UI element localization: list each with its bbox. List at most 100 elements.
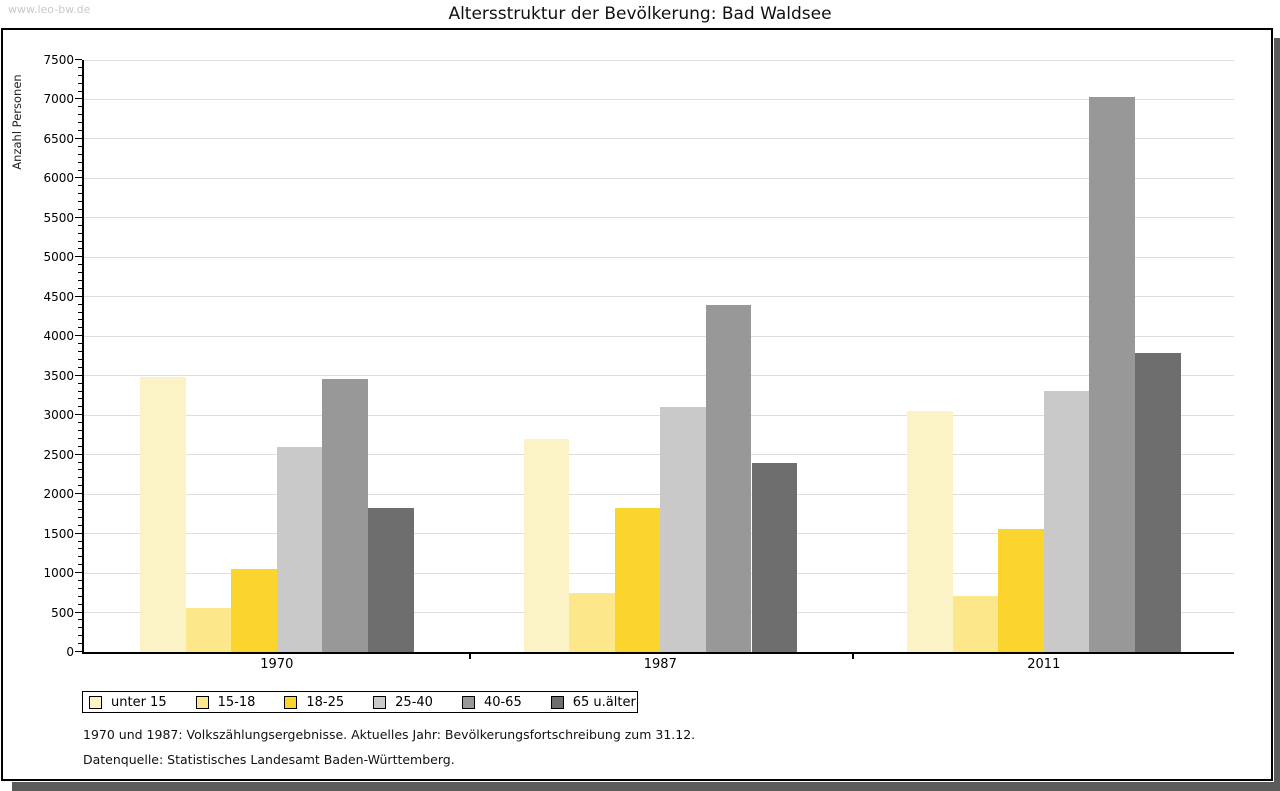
y-axis-minor-tick <box>78 351 82 353</box>
bar-1987-unter-15 <box>523 438 570 652</box>
y-axis-major-tick <box>75 256 82 258</box>
legend-label: 65 u.älter <box>572 694 636 710</box>
y-axis-major-tick <box>75 453 82 455</box>
y-tick-label: 5000 <box>43 250 74 265</box>
y-axis-minor-tick <box>78 90 82 92</box>
bar-1970-65-u-lter <box>368 507 414 652</box>
y-tick-label: 500 <box>51 605 74 620</box>
gridline <box>84 59 1234 61</box>
bar-1987-40-65 <box>705 304 752 652</box>
gridline <box>84 454 1234 456</box>
bar-1970-40-65 <box>322 378 368 652</box>
bar-1987-25-40 <box>660 406 706 652</box>
bar-1987-65-u-lter <box>751 463 798 652</box>
y-axis-minor-tick <box>78 587 82 589</box>
y-axis-minor-tick <box>78 603 82 605</box>
x-category-label: 2011 <box>1027 657 1061 672</box>
y-axis-minor-tick <box>78 122 82 124</box>
y-axis-major-tick <box>75 137 82 139</box>
y-axis-major-tick <box>75 651 82 652</box>
y-axis-minor-tick <box>78 548 82 550</box>
y-axis-major-tick <box>75 374 82 376</box>
watermark: www.leo-bw.de <box>8 3 91 16</box>
legend-item: 40-65 <box>461 694 522 710</box>
y-axis-minor-tick <box>78 66 82 68</box>
y-axis-minor-tick <box>78 240 82 242</box>
legend-swatch <box>373 695 387 709</box>
y-axis-minor-tick <box>78 516 82 518</box>
legend-swatch <box>284 695 298 709</box>
y-axis-minor-tick <box>78 501 82 503</box>
y-axis-minor-tick <box>78 643 82 645</box>
footnote-source-note: 1970 und 1987: Volkszählungsergebnisse. … <box>83 727 696 742</box>
legend-label: 40-65 <box>483 694 522 710</box>
y-axis-minor-tick <box>78 153 82 155</box>
gridline <box>84 375 1234 377</box>
x-axis-boundary-tick <box>468 654 471 659</box>
window-shadow-right <box>1274 38 1280 791</box>
y-axis-major-tick <box>75 59 82 60</box>
y-axis-minor-tick <box>78 74 82 76</box>
y-axis-minor-tick <box>78 343 82 345</box>
y-axis-major-tick <box>75 98 82 100</box>
y-axis-major-tick <box>75 611 82 613</box>
bar-2011-40-65 <box>1089 97 1135 652</box>
bar-2011-18-25 <box>998 528 1044 652</box>
y-tick-label: 5500 <box>43 210 74 225</box>
y-axis-minor-tick <box>78 366 82 368</box>
y-tick-label: 4500 <box>43 289 74 304</box>
gridline <box>84 138 1234 140</box>
y-axis-minor-tick <box>78 280 82 282</box>
x-axis-boundary-tick <box>852 654 855 659</box>
y-axis-minor-tick <box>78 595 82 597</box>
y-tick-label: 0 <box>66 645 74 659</box>
y-axis-major-tick <box>75 493 82 495</box>
plot-area: 0 500 1000 1500 2000 2500 3000 3500 4000 4500 5000… <box>43 53 1234 672</box>
y-tick-label: 1500 <box>43 526 74 541</box>
y-axis-minor-tick <box>78 477 82 479</box>
legend-swatch <box>461 695 475 709</box>
y-axis-minor-tick <box>78 185 82 187</box>
y-axis-minor-tick <box>78 201 82 203</box>
y-axis-minor-tick <box>78 82 82 84</box>
bar-1970-unter-15 <box>140 376 186 652</box>
legend-item: 15-18 <box>195 695 255 710</box>
y-axis-minor-tick <box>78 556 82 558</box>
y-axis-minor-tick <box>78 106 82 108</box>
y-tick-label: 2000 <box>43 487 74 502</box>
y-tick-label: 6500 <box>43 131 74 146</box>
y-axis-minor-tick <box>78 311 82 313</box>
y-axis-minor-tick <box>78 382 82 384</box>
legend-item: 18-25 <box>284 695 344 710</box>
bar-2011-unter-15 <box>907 411 953 652</box>
y-axis-minor-tick <box>78 406 82 408</box>
x-category-label: 1987 <box>643 657 677 672</box>
gridline <box>84 296 1234 298</box>
y-tick-label: 1000 <box>43 566 74 581</box>
footnote-datasource: Datenquelle: Statistisches Landesamt Bad… <box>83 752 455 767</box>
y-axis-major-tick <box>75 216 82 218</box>
y-axis-minor-tick <box>78 248 82 250</box>
y-tick-label: 2500 <box>43 447 74 462</box>
bar-1970-15-18 <box>185 607 232 652</box>
y-axis-minor-tick <box>78 564 82 566</box>
y-axis-minor-tick <box>78 508 82 510</box>
y-axis-minor-tick <box>78 169 82 171</box>
y-axis-minor-tick <box>78 437 82 439</box>
bar-1987-15-18 <box>569 592 615 652</box>
legend-label: unter 15 <box>111 694 167 710</box>
bar-1970-18-25 <box>231 569 277 652</box>
bar-2011-25-40 <box>1043 390 1090 652</box>
y-axis-minor-tick <box>78 422 82 424</box>
y-axis-minor-tick <box>78 193 82 195</box>
legend-item: unter 15 <box>89 695 167 710</box>
y-axis-minor-tick <box>78 485 82 487</box>
y-axis-minor-tick <box>78 145 82 147</box>
bar-1970-25-40 <box>276 446 323 652</box>
y-axis-minor-tick <box>78 540 82 542</box>
gridline <box>84 177 1234 179</box>
bar-2011-65-u-lter <box>1135 352 1181 652</box>
y-axis-major-tick <box>75 177 82 179</box>
y-axis-minor-tick <box>78 635 82 637</box>
y-tick-label: 7000 <box>43 92 74 107</box>
